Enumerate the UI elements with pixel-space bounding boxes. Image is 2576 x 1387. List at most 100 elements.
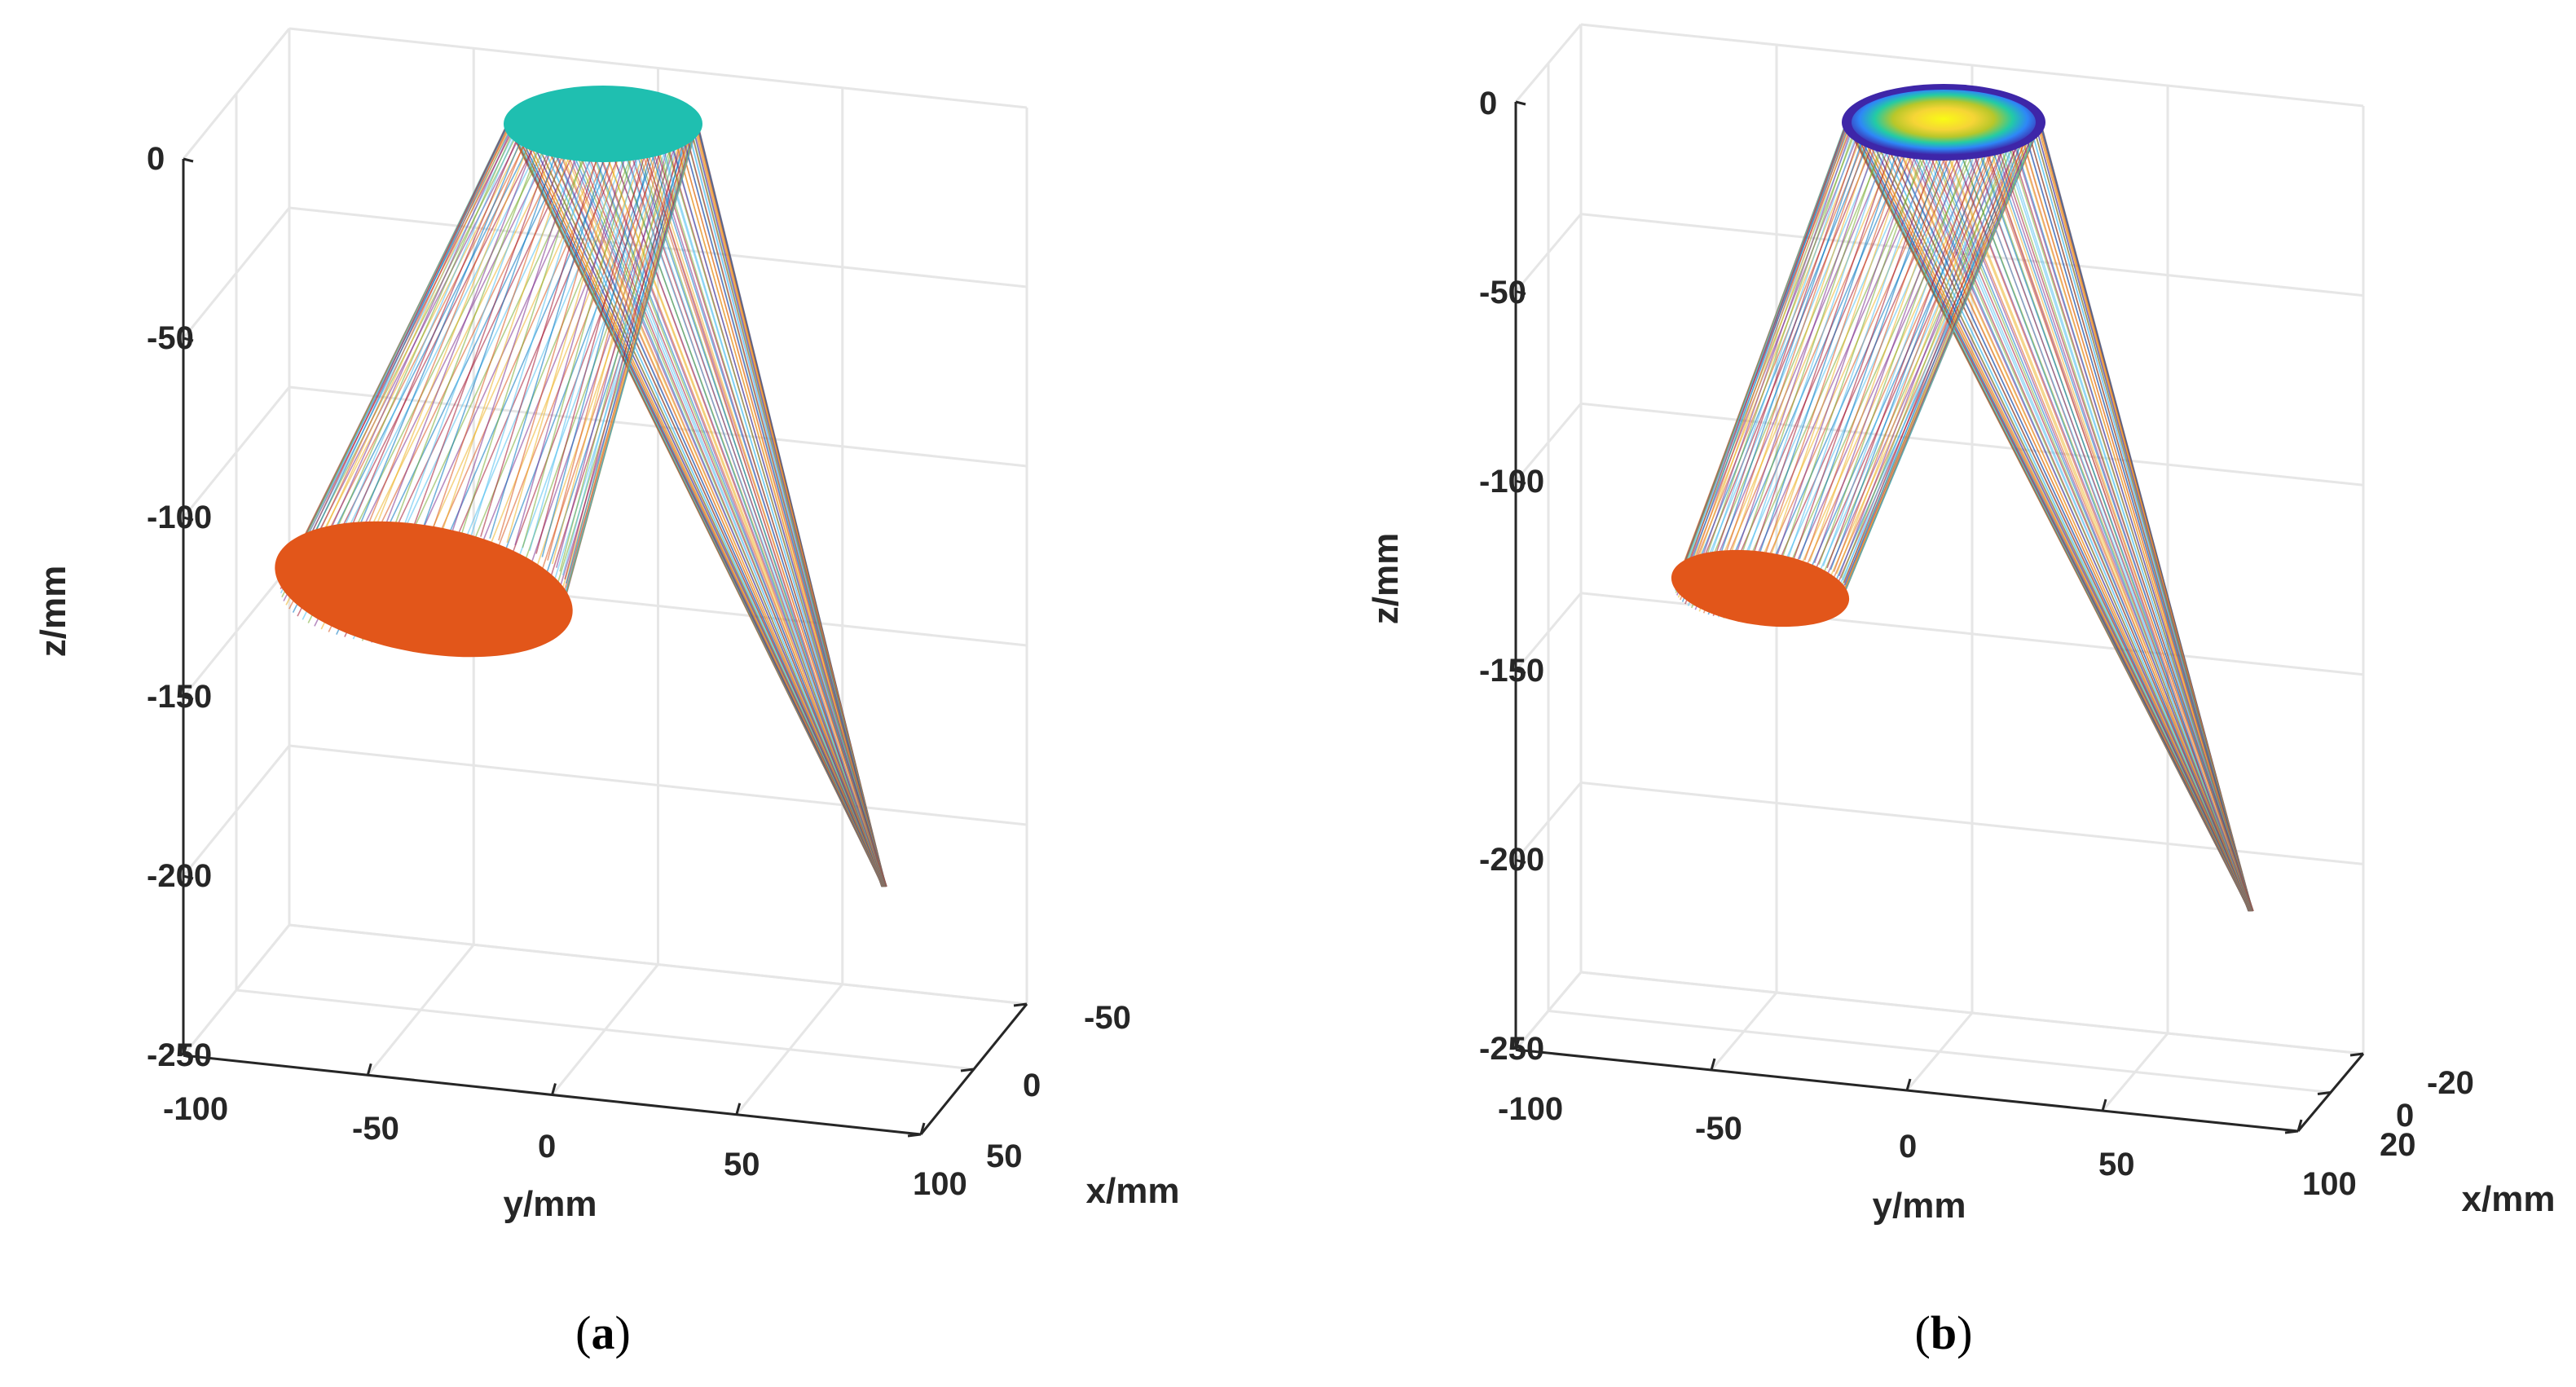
target-aperture-disc <box>275 521 573 658</box>
y-tick-label: 100 <box>913 1166 967 1202</box>
y-tick-label: 100 <box>2302 1166 2357 1202</box>
ray <box>381 94 555 535</box>
z-tick-mark <box>1515 290 1526 296</box>
z-tick-label: -50 <box>1479 275 1526 310</box>
ray <box>1758 88 1919 556</box>
ray <box>1702 152 1900 614</box>
ray <box>1955 87 2252 912</box>
ray <box>497 148 672 639</box>
x-axis-label: x/mm <box>1086 1171 1180 1211</box>
y-tick-mark <box>919 1122 926 1135</box>
ray <box>441 89 592 533</box>
z-tick-label: 0 <box>147 141 165 177</box>
ray <box>1890 93 2252 912</box>
ray <box>541 98 667 557</box>
z-tick-label: -50 <box>147 320 194 356</box>
ray <box>561 107 687 576</box>
z-tick-label: -150 <box>1479 653 1544 689</box>
y-axis-label: y/mm <box>504 1184 597 1224</box>
ray <box>470 89 612 536</box>
ray <box>1896 91 2252 912</box>
x-tick-label: 50 <box>986 1138 1023 1174</box>
z-axis-label: z/mm <box>33 566 73 657</box>
ray <box>1728 94 1888 558</box>
y-tick-label: 50 <box>724 1147 760 1182</box>
ray <box>302 112 514 559</box>
ray <box>1858 105 2252 912</box>
y-tick-label: -50 <box>1695 1111 1742 1147</box>
z-tick-label: -100 <box>147 500 212 535</box>
ray <box>514 92 645 546</box>
ray <box>526 103 885 887</box>
z-tick-label: -100 <box>1479 464 1544 500</box>
ray <box>601 89 886 887</box>
ray <box>1809 90 1979 562</box>
ray <box>1908 90 2252 912</box>
ray <box>562 92 885 887</box>
y-axis-label: y/mm <box>1873 1186 1966 1226</box>
ray <box>662 150 887 887</box>
ray <box>535 99 885 887</box>
ray <box>1707 100 1869 563</box>
x-tick-label: 0 <box>1023 1068 1041 1103</box>
ray <box>362 97 544 538</box>
panel-label-letter: a <box>592 1306 615 1359</box>
ray <box>2004 148 2254 912</box>
z-tick-mark <box>1515 1048 1526 1054</box>
ray-bundle <box>1674 87 2254 912</box>
z-tick-mark <box>183 695 194 701</box>
ray <box>1698 104 1861 566</box>
ray <box>1993 151 2254 912</box>
z-tick-label: -200 <box>147 858 212 894</box>
z-tick-mark <box>1515 858 1526 864</box>
ray <box>1723 95 1883 559</box>
z-tick-mark <box>183 337 194 342</box>
ray <box>480 89 619 537</box>
ray <box>547 99 672 561</box>
ray <box>645 154 887 887</box>
ray <box>489 90 626 539</box>
y-tick-mark <box>735 1103 742 1116</box>
ray <box>1855 108 2252 912</box>
ray <box>314 108 519 553</box>
ray <box>1694 106 1858 567</box>
ray <box>1844 114 2039 590</box>
ray <box>531 101 885 887</box>
ray <box>1813 90 1986 564</box>
ray <box>1764 88 1926 556</box>
y-tick-mark <box>1514 1037 1521 1050</box>
x-axis-label: x/mm <box>2462 1179 2556 1219</box>
ray <box>627 90 886 887</box>
grid-line <box>236 989 975 1071</box>
x-tick-mark <box>2284 1129 2299 1134</box>
ray <box>621 90 886 887</box>
ray <box>336 102 530 544</box>
ray <box>608 89 886 887</box>
y-tick-mark <box>2296 1119 2303 1132</box>
source-aperture-disc <box>504 86 702 162</box>
ray <box>1914 89 2252 912</box>
y-tick-mark <box>1710 1058 1716 1071</box>
ray <box>1787 87 1953 558</box>
ray <box>566 114 695 588</box>
ray <box>1987 152 2254 912</box>
ray <box>345 100 535 542</box>
ray <box>581 90 885 887</box>
panel-label-letter: b <box>1931 1306 1957 1359</box>
ray <box>411 90 573 533</box>
ray <box>568 91 885 887</box>
ray <box>1865 101 2252 912</box>
ray <box>594 89 886 887</box>
ray <box>522 104 885 887</box>
ray <box>1691 108 1855 570</box>
ray <box>1843 108 2032 583</box>
target-aperture-disc <box>1671 549 1850 627</box>
panel-label-close: ) <box>1957 1306 1972 1359</box>
ray <box>561 123 698 604</box>
y-tick-mark <box>1905 1078 1912 1091</box>
ray <box>1962 88 2252 912</box>
x-tick-mark <box>1013 1002 1028 1007</box>
panel-label-b: (b) <box>1915 1306 1973 1359</box>
